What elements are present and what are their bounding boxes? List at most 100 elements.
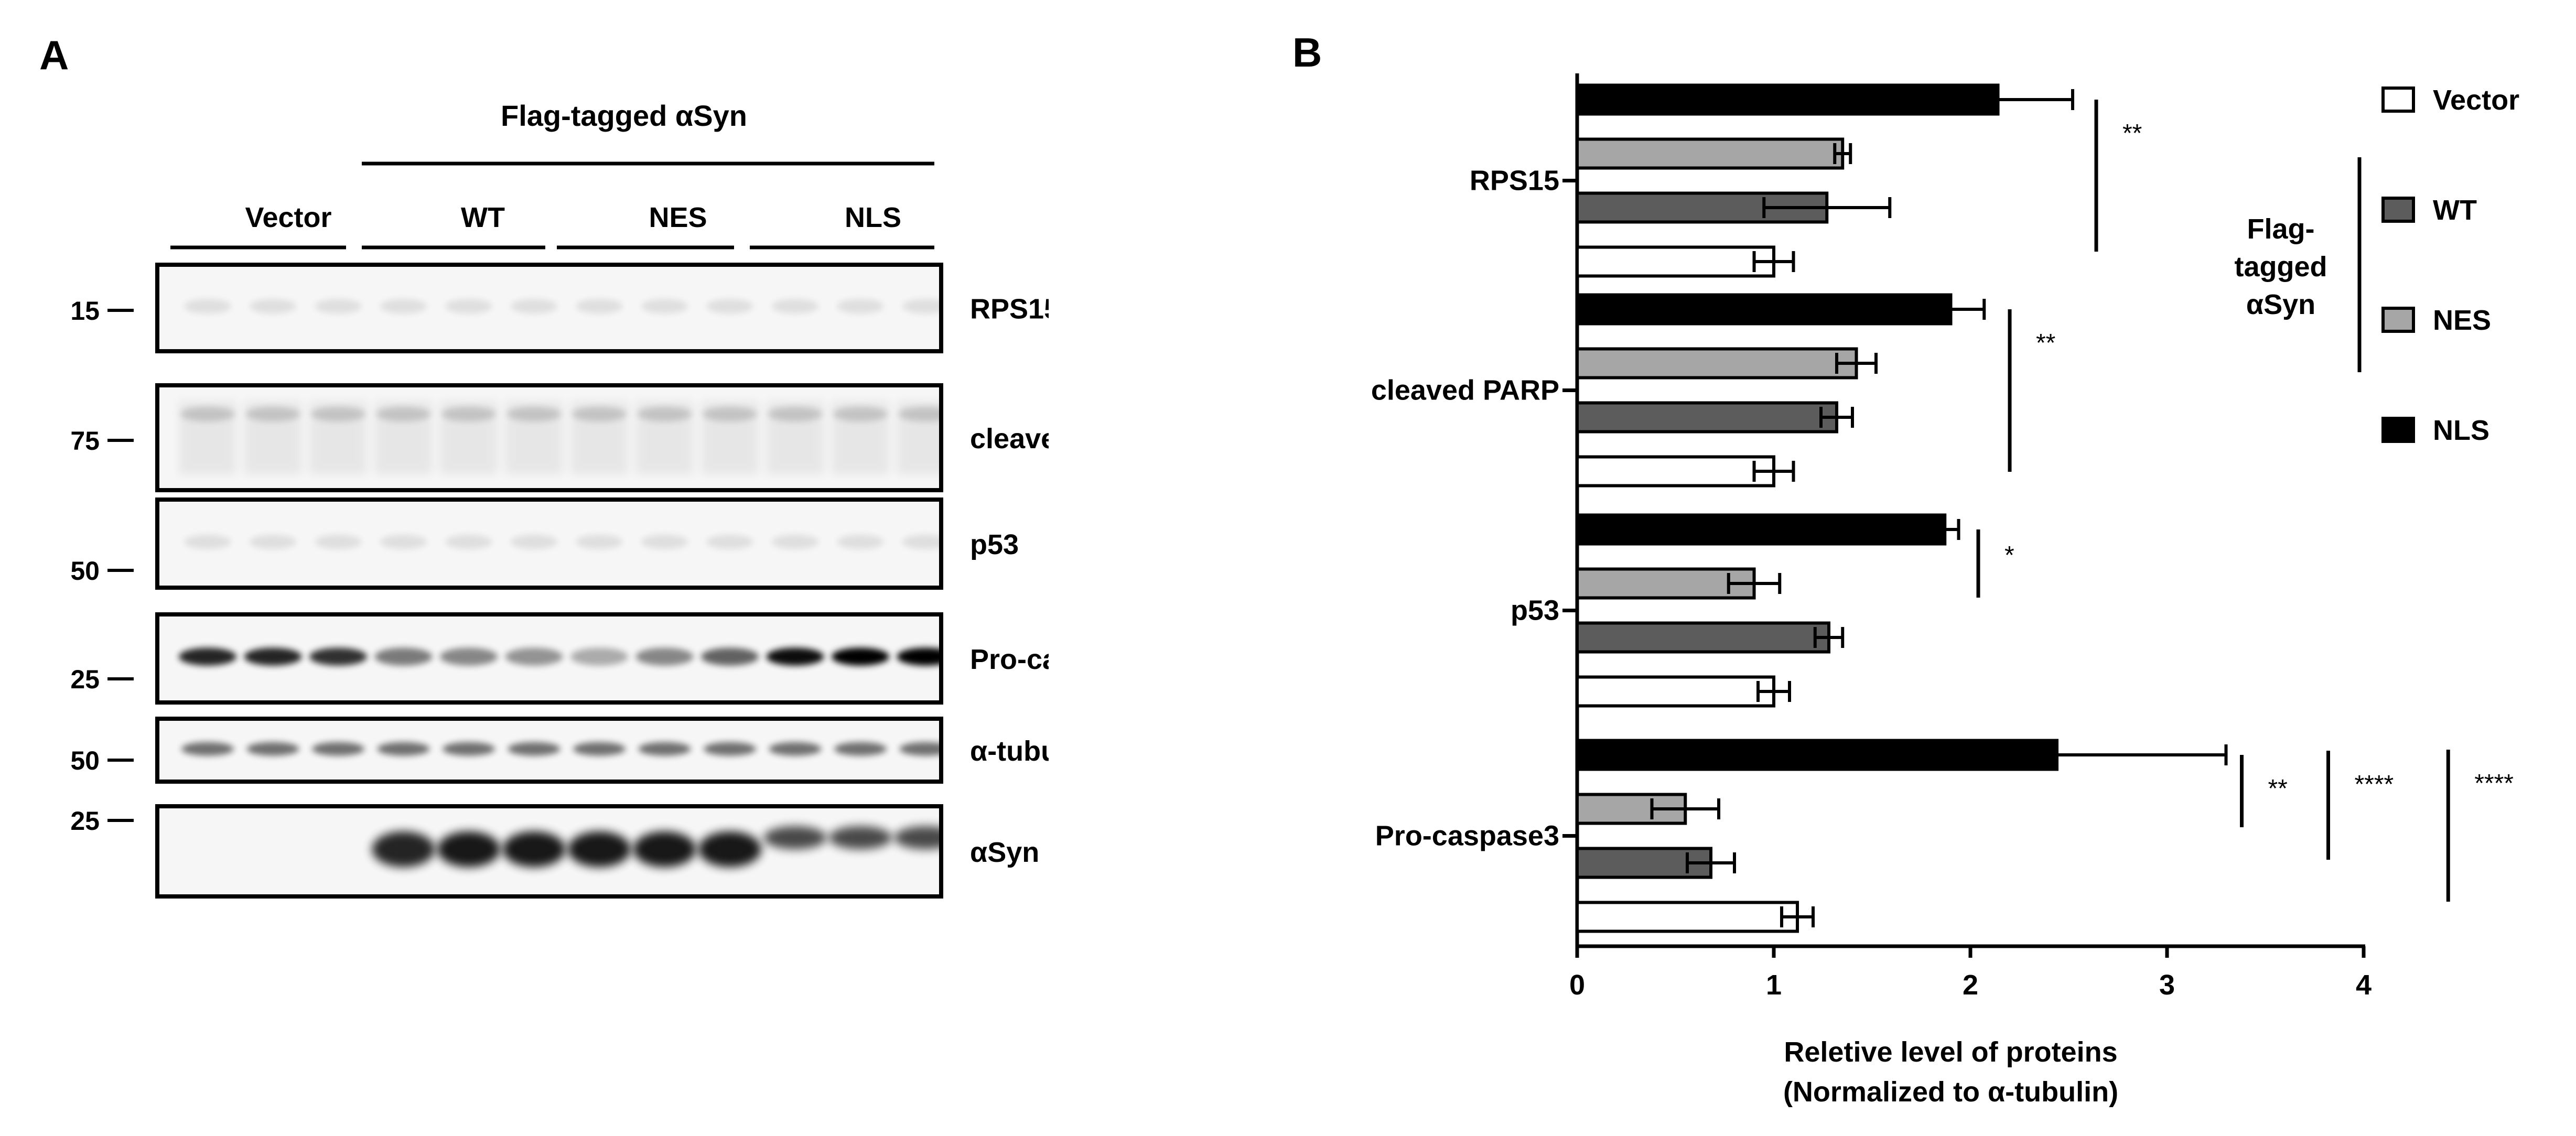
band: [309, 647, 368, 666]
band: [505, 647, 563, 666]
size-marker: 25: [70, 806, 100, 836]
band: [572, 407, 627, 421]
blot-label: p53: [970, 529, 1019, 560]
x-tick-label: 0: [1569, 969, 1585, 1001]
band: [372, 831, 435, 867]
band: [443, 742, 495, 756]
significance-label: ****: [2355, 771, 2394, 798]
blot-label: Pro-capase3: [970, 644, 1049, 675]
bar-chart: 0 1 2 3 4 Reletive level of proteins (Normaliz…: [1371, 73, 2519, 1108]
band: [701, 647, 759, 666]
band: [576, 534, 623, 549]
band: [641, 299, 688, 314]
legend-group-label: tagged: [2234, 251, 2327, 283]
blot-pro-capase3: Pro-capase3 25: [70, 612, 1049, 705]
blot--syn: αSyn 25: [70, 804, 1039, 899]
band: [506, 407, 562, 421]
band: [184, 299, 232, 314]
lane-label-wt: WT: [461, 202, 505, 233]
western-blot-panel: Flag-tagged αSyn Vector WT NES NLS RPS15 15 c…: [70, 99, 1049, 899]
significance-label: *: [2004, 542, 2014, 569]
blot-label: RPS15: [970, 294, 1049, 325]
category-cleaved-parp: cleaved PARP: [1371, 293, 1986, 488]
band: [570, 647, 629, 666]
band: [703, 407, 758, 421]
band: [437, 831, 501, 867]
band: [894, 826, 941, 849]
band: [902, 299, 941, 314]
bar-vector: [1576, 245, 1775, 278]
y-tick-label: Pro-caspase3: [1375, 820, 1559, 852]
x-tick-label: 2: [1963, 969, 1978, 1001]
band: [568, 831, 631, 867]
band: [180, 407, 235, 421]
band: [837, 534, 885, 549]
size-marker: 50: [70, 746, 100, 775]
size-marker: 15: [70, 296, 100, 326]
bar-nes: [1576, 347, 1858, 380]
x-tick-label: 1: [1766, 969, 1782, 1001]
band: [311, 407, 366, 421]
size-marker: 50: [70, 556, 100, 586]
band: [637, 407, 692, 421]
blot-label: αSyn: [970, 837, 1039, 868]
category-p53: p53: [1511, 513, 1960, 708]
band: [315, 299, 362, 314]
band: [181, 742, 234, 756]
band: [768, 407, 823, 421]
band: [445, 534, 493, 549]
band: [508, 742, 561, 756]
band: [184, 534, 232, 549]
band: [380, 534, 427, 549]
band: [832, 647, 890, 666]
band: [380, 299, 427, 314]
band: [837, 299, 885, 314]
lane-label-vector: Vector: [245, 202, 331, 233]
band: [510, 534, 558, 549]
band: [374, 647, 433, 666]
y-tick-label: RPS15: [1470, 165, 1559, 197]
band: [763, 826, 827, 849]
significance-label: **: [2122, 120, 2142, 147]
panel-a-letter: A: [39, 32, 69, 78]
legend-label-vector: Vector: [2433, 84, 2519, 116]
band: [902, 534, 941, 549]
bar-vector: [1576, 455, 1775, 488]
size-marker: 75: [70, 426, 100, 456]
legend-swatch-vector: [2381, 86, 2415, 113]
band: [441, 407, 497, 421]
band: [249, 299, 297, 314]
band: [440, 647, 498, 666]
legend-group-label: αSyn: [2246, 289, 2315, 320]
band: [706, 534, 754, 549]
blot-frame: [155, 263, 943, 353]
band: [769, 742, 822, 756]
band: [698, 831, 762, 867]
band: [315, 534, 362, 549]
category-pro-caspase3: Pro-caspase3: [1375, 739, 2228, 933]
band: [833, 407, 888, 421]
blot-cleaved-parp: cleaved PARP 75: [70, 383, 1049, 492]
band: [510, 299, 558, 314]
band: [834, 742, 887, 756]
legend-label-nes: NES: [2433, 305, 2491, 336]
band: [641, 534, 688, 549]
band: [377, 742, 430, 756]
lane-label-nls: NLS: [845, 202, 901, 233]
band: [897, 647, 941, 666]
band: [245, 407, 300, 421]
band: [249, 534, 297, 549]
bar-vector: [1576, 675, 1775, 708]
band: [638, 742, 691, 756]
band: [706, 299, 754, 314]
band: [376, 407, 431, 421]
band: [246, 742, 299, 756]
blot-rps15: RPS15 15: [70, 263, 1049, 353]
band: [502, 831, 566, 867]
blot-frame: [155, 804, 943, 899]
bar-nls: [1576, 293, 1953, 326]
significance-label: **: [2036, 329, 2055, 357]
band: [576, 299, 623, 314]
panel-b-letter: B: [1292, 29, 1322, 75]
blot-label: cleaved PARP: [970, 423, 1049, 455]
